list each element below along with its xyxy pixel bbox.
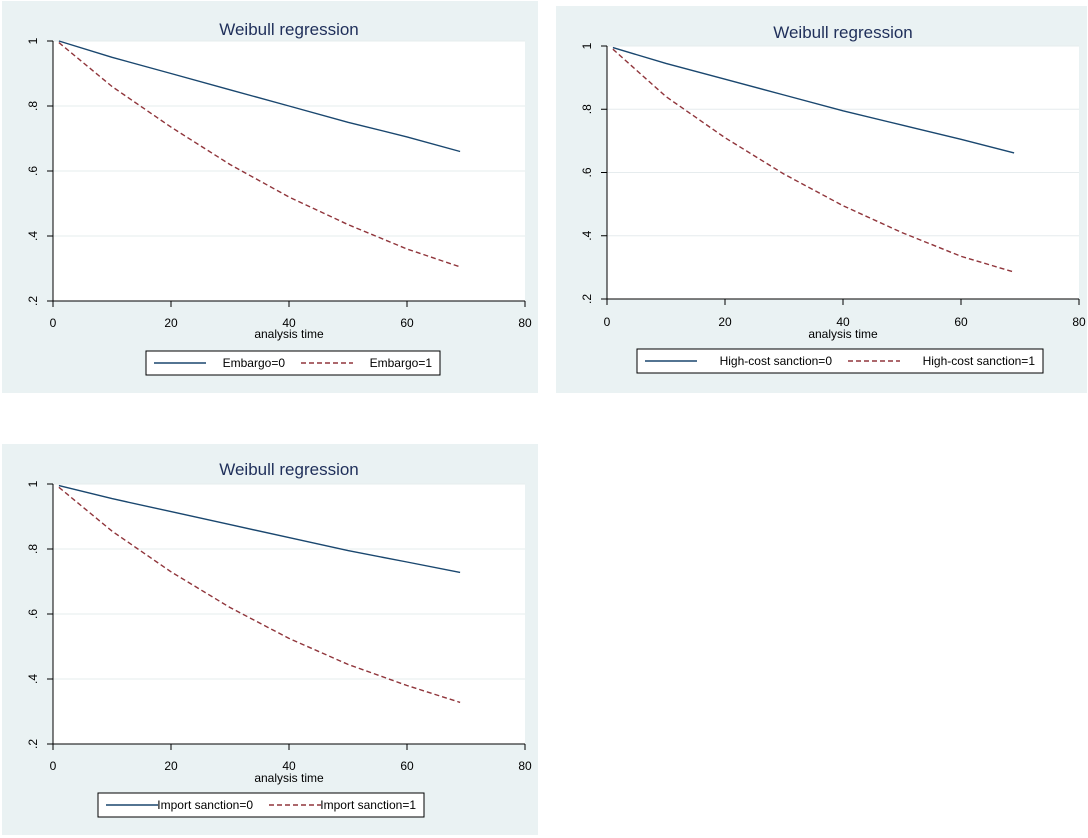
y-tick-label: .6 [26, 166, 40, 176]
x-axis-label: analysis time [808, 327, 878, 341]
x-tick-label: 60 [954, 315, 968, 329]
x-axis-label: analysis time [254, 327, 324, 341]
series-line-1 [58, 42, 461, 268]
chart-panel-embargo: Weibull regression 1 .8 .6 .4 .2 0 20 40 60 80 anal… [2, 1, 538, 393]
x-tick-label: 40 [836, 315, 850, 329]
x-tick-label: 0 [604, 315, 611, 329]
legend-label-0: Embargo=0 [223, 356, 286, 370]
y-tick-label: .4 [580, 230, 594, 240]
y-tick-label: .2 [580, 294, 594, 304]
x-tick-label: 0 [50, 759, 57, 773]
legend-label-1: High-cost sanction=1 [923, 354, 1036, 368]
series-line-0 [58, 484, 461, 574]
y-tick-label: .8 [26, 101, 40, 111]
chart-svg-embargo: Weibull regression 1 .8 .6 .4 .2 0 20 40 60 80 anal… [26, 20, 532, 376]
x-tick-label: 40 [282, 316, 296, 330]
legend-label-1: Embargo=1 [370, 356, 433, 370]
chart-panel-high-cost-sanction: Weibull regression 1 .8 .6 .4 .2 0 20 40 60 80 anal… [556, 6, 1087, 393]
chart-svg-import-sanction: Weibull regression 1 .8 .6 .4 .2 0 20 40 60 80 anal… [26, 460, 532, 818]
y-tick-label: .8 [26, 544, 40, 554]
y-tick-label: .6 [580, 167, 594, 177]
x-tick-label: 80 [1072, 315, 1086, 329]
x-tick-label: 80 [518, 316, 532, 330]
chart-panel-import-sanction: Weibull regression 1 .8 .6 .4 .2 0 20 40 60 80 anal… [2, 444, 538, 835]
chart-title: Weibull regression [773, 23, 913, 42]
x-tick-label: 40 [282, 759, 296, 773]
series-line-1 [58, 486, 461, 704]
legend-label-1: Import sanction=1 [320, 798, 416, 812]
series-line-0 [612, 46, 1015, 154]
x-axis-label: analysis time [254, 771, 324, 785]
y-tick-label: 1 [26, 37, 40, 44]
legend-box [636, 348, 1044, 374]
y-tick-label: .2 [26, 739, 40, 749]
y-tick-label: .4 [26, 674, 40, 684]
x-tick-label: 60 [400, 316, 414, 330]
x-tick-label: 60 [400, 759, 414, 773]
chart-svg-high-cost-sanction: Weibull regression 1 .8 .6 .4 .2 0 20 40 60 80 anal… [580, 23, 1086, 374]
x-tick-label: 80 [518, 759, 532, 773]
chart-title: Weibull regression [219, 460, 359, 479]
legend-label-0: Import sanction=0 [157, 798, 253, 812]
y-tick-label: .6 [26, 609, 40, 619]
series-line-1 [612, 48, 1015, 273]
legend-label-0: High-cost sanction=0 [720, 354, 833, 368]
x-tick-label: 20 [718, 315, 732, 329]
y-tick-label: .8 [580, 104, 594, 114]
series-line-0 [58, 40, 461, 153]
x-tick-label: 20 [164, 316, 178, 330]
y-tick-label: 1 [580, 42, 594, 49]
y-tick-label: .2 [26, 296, 40, 306]
chart-title: Weibull regression [219, 20, 359, 39]
y-tick-label: .4 [26, 231, 40, 241]
x-tick-label: 20 [164, 759, 178, 773]
y-tick-label: 1 [26, 480, 40, 487]
x-tick-label: 0 [50, 316, 57, 330]
